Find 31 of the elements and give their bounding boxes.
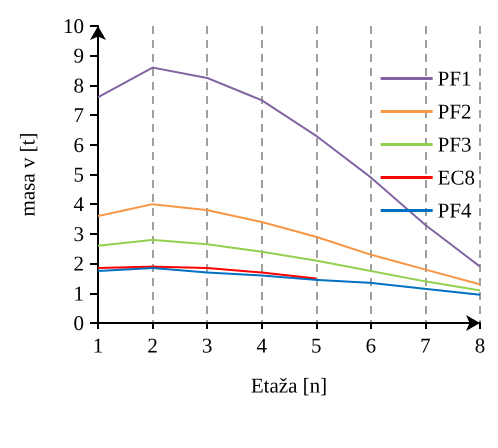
line-series [97, 66, 481, 268]
line-series [97, 267, 481, 296]
x-tick-label: 4 [256, 334, 268, 358]
y-axis-title: masa v [t] [16, 132, 40, 216]
line-series [97, 203, 481, 286]
y-tick-label: 2 [74, 252, 84, 276]
x-tick-label: 1 [92, 334, 104, 358]
y-tick-label: 1 [74, 281, 84, 306]
legend-label: PF3 [438, 132, 472, 156]
legend-label: PF2 [438, 100, 472, 124]
y-tick-label: 6 [74, 132, 84, 157]
line-series [97, 266, 318, 280]
y-tick-label: 7 [74, 103, 84, 128]
y-tick-label: 4 [74, 192, 84, 216]
x-tick-label: 8 [474, 334, 486, 358]
legend-label: PF4 [438, 198, 472, 222]
legend-label: PF1 [438, 66, 472, 90]
x-tick-label: 6 [366, 334, 376, 358]
y-tick-label: 10 [63, 14, 84, 38]
line-series [97, 238, 481, 292]
x-tick-label: 5 [311, 334, 322, 358]
y-tick-label: 3 [74, 222, 84, 246]
legend-label: EC8 [438, 166, 476, 190]
x-axis-title: Etaža [n] [250, 374, 328, 398]
y-tick-label: 0 [74, 311, 84, 335]
y-tick-label: 9 [74, 44, 84, 68]
x-tick-label: 7 [420, 334, 431, 358]
x-tick-label: 2 [147, 334, 158, 358]
y-tick-label: 8 [74, 73, 84, 98]
x-tick-label: 3 [202, 334, 212, 358]
y-tick-label: 5 [74, 162, 84, 186]
